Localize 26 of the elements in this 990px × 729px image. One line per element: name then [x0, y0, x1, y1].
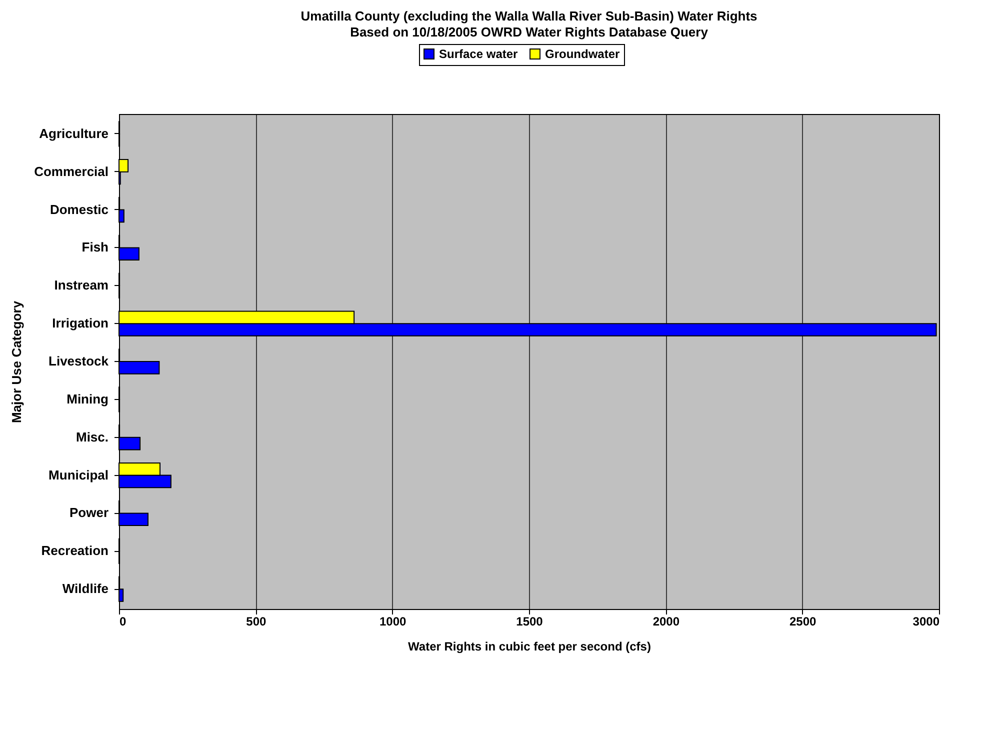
y-tick-label: Mining	[66, 391, 109, 406]
chart-subtitle: Based on 10/18/2005 OWRD Water Rights Database Query	[350, 24, 709, 40]
y-tick-label: Livestock	[48, 354, 110, 368]
y-axis-title: Major Use Category	[9, 300, 24, 424]
x-tick-label: 500	[246, 614, 266, 628]
y-tick-label: Domestic	[50, 202, 108, 217]
y-tick-label: Recreation	[41, 543, 109, 558]
y-tick-label: Power	[69, 505, 108, 520]
y-tick-label: Agriculture	[39, 126, 108, 141]
x-tick-label: 1500	[516, 614, 544, 628]
x-tick-label: 2500	[789, 614, 817, 628]
x-tick-label: 0	[120, 614, 126, 628]
y-tick-label: Misc.	[76, 429, 108, 444]
y-tick-label: Irrigation	[52, 316, 109, 331]
x-tick-label: 1000	[379, 614, 407, 628]
x-tick-label: 2000	[652, 614, 680, 628]
y-tick-label: Fish	[82, 240, 109, 255]
x-axis-title: Water Rights in cubic feet per second (cfs)	[408, 640, 651, 654]
legend-label: Surface water	[439, 47, 518, 61]
y-tick-label: Commercial	[34, 164, 108, 179]
y-tick-label: Municipal	[48, 467, 108, 482]
x-tick-label: 3000	[912, 614, 940, 628]
y-tick-label: Wildlife	[62, 581, 108, 596]
legend-label: Groundwater	[545, 47, 620, 61]
chart-title: Umatilla County (excluding the Walla Walla River Sub-Basin) Water Rights	[300, 8, 758, 24]
y-tick-label: Instream	[54, 278, 108, 293]
